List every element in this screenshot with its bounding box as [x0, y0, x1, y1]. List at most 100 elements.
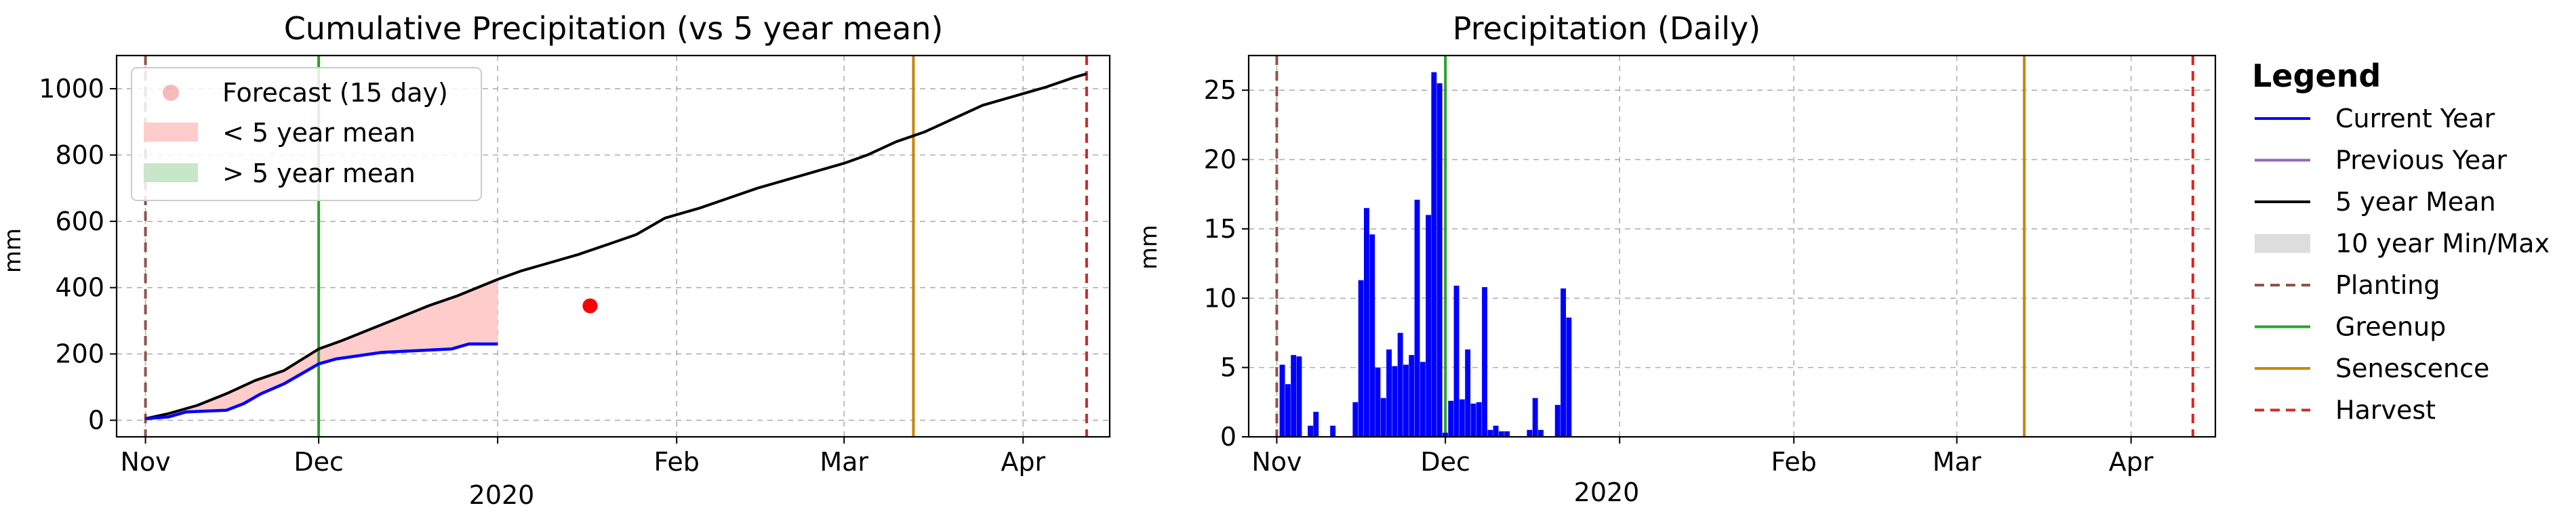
x-tick-label: Apr — [1001, 447, 1045, 477]
y-tick-label: 10 — [1204, 283, 1236, 313]
legend-label-below: < 5 year mean — [222, 118, 416, 148]
y-axis-label: mm — [1135, 225, 1163, 270]
daily-bar — [1386, 349, 1392, 437]
daily-bar — [1498, 431, 1504, 437]
figure-legend: Legend Current Year Previous Year 5 year M… — [2252, 58, 2550, 425]
y-axis-label: mm — [0, 228, 26, 273]
phenology-lines — [1275, 56, 2194, 437]
daily-bar — [1465, 349, 1471, 437]
daily-bar — [1313, 412, 1319, 437]
legend-label-forecast: Forecast (15 day) — [222, 78, 448, 108]
forecast-points — [582, 298, 598, 314]
daily-bar — [1414, 199, 1420, 437]
daily-bar — [1448, 400, 1454, 437]
y-tick-label: 600 — [55, 207, 104, 236]
y-tick-label: 200 — [55, 339, 104, 369]
legend-label: Planting — [2335, 270, 2440, 300]
daily-bar — [1566, 317, 1572, 437]
x-tick-label: Nov — [121, 447, 171, 477]
daily-bar — [1476, 402, 1482, 437]
daily-bar — [1380, 398, 1386, 437]
y-ticks: 0 200 400 600 800 1000 — [39, 74, 117, 435]
x-tick-label: Dec — [294, 447, 344, 477]
y-tick-label: 0 — [1220, 422, 1236, 452]
x-axis-label: 2020 — [1574, 477, 1640, 507]
forecast-marker — [163, 85, 179, 101]
daily-precipitation-chart: Precipitation (Daily) 0 5 10 15 20 25 Nov Dec F… — [1135, 10, 2217, 507]
x-ticks: Nov Dec Feb Mar Apr — [121, 437, 1045, 477]
daily-bar — [1426, 215, 1432, 437]
legend-patch-above — [144, 163, 198, 182]
legend-items: Current Year Previous Year 5 year Mean 10 y… — [2255, 104, 2550, 425]
daily-bar — [1409, 355, 1415, 437]
inner-legend: Forecast (15 day) < 5 year mean > 5 year… — [131, 67, 482, 201]
y-tick-label: 400 — [55, 273, 104, 303]
daily-bar — [1443, 432, 1448, 437]
x-tick-label: Apr — [2109, 447, 2154, 477]
y-tick-label: 800 — [55, 140, 104, 170]
x-axis-label: 2020 — [469, 480, 535, 510]
y-tick-label: 20 — [1204, 145, 1236, 175]
daily-bar — [1527, 429, 1533, 437]
daily-bar — [1420, 362, 1426, 437]
legend-patch-below — [144, 123, 198, 142]
daily-bar — [1403, 364, 1409, 437]
y-ticks: 0 5 10 15 20 25 — [1204, 75, 1249, 452]
x-tick-label: Feb — [654, 447, 700, 477]
legend-label: Senescence — [2335, 354, 2489, 383]
x-tick-label: Nov — [1251, 447, 1302, 477]
series-lines — [145, 72, 1087, 421]
daily-bar — [1554, 404, 1561, 437]
daily-bar — [1538, 429, 1544, 437]
daily-bar — [1493, 425, 1499, 437]
daily-bar — [1561, 288, 1566, 437]
daily-bar — [1392, 366, 1398, 437]
legend-label: Harvest — [2335, 396, 2436, 425]
daily-bar — [1375, 367, 1381, 437]
legend-label-above: > 5 year mean — [222, 158, 416, 188]
daily-bar — [1291, 355, 1297, 437]
cumulative-precipitation-chart: Cumulative Precipitation (vs 5 year mean… — [0, 10, 1111, 510]
daily-bar — [1285, 384, 1291, 437]
daily-bar — [1482, 286, 1487, 437]
y-tick-label: 1000 — [39, 74, 104, 104]
daily-bar — [1358, 280, 1364, 437]
chart-title: Cumulative Precipitation (vs 5 year mean… — [284, 10, 944, 47]
legend-label: 10 year Min/Max — [2335, 229, 2550, 259]
series-line — [145, 72, 1087, 421]
plot-frame — [1247, 54, 2217, 438]
legend-title: Legend — [2252, 58, 2381, 94]
y-tick-label: 25 — [1204, 75, 1236, 105]
daily-bar — [1352, 402, 1359, 437]
forecast-point — [582, 298, 598, 314]
chart-title: Precipitation (Daily) — [1453, 10, 1760, 47]
daily-bar — [1459, 399, 1465, 437]
daily-bar — [1487, 429, 1493, 437]
daily-bar — [1279, 364, 1285, 437]
y-tick-label: 15 — [1204, 214, 1236, 244]
daily-bar — [1532, 398, 1538, 437]
legend-label: 5 year Mean — [2335, 187, 2496, 217]
x-tick-label: Feb — [1771, 447, 1817, 477]
legend-label: Previous Year — [2335, 146, 2508, 175]
legend-patch — [2255, 234, 2310, 253]
daily-bar — [1330, 425, 1336, 437]
daily-bar — [1296, 356, 1302, 437]
legend-label: Current Year — [2335, 104, 2495, 133]
plot-frame — [115, 54, 1111, 438]
daily-bar — [1436, 83, 1443, 437]
x-tick-label: Dec — [1420, 447, 1470, 477]
x-tick-label: Mar — [820, 447, 868, 477]
x-ticks: Nov Dec Feb Mar Apr — [1251, 437, 2154, 477]
legend-label: Greenup — [2335, 312, 2446, 342]
x-tick-label: Mar — [1933, 447, 1981, 477]
daily-bar — [1397, 333, 1403, 437]
daily-bar — [1369, 234, 1375, 437]
daily-bar — [1504, 431, 1510, 437]
y-tick-label: 5 — [1220, 353, 1236, 383]
daily-bar — [1431, 72, 1437, 438]
daily-bar — [1364, 208, 1369, 437]
y-tick-label: 0 — [88, 406, 104, 435]
daily-bar — [1453, 285, 1460, 437]
